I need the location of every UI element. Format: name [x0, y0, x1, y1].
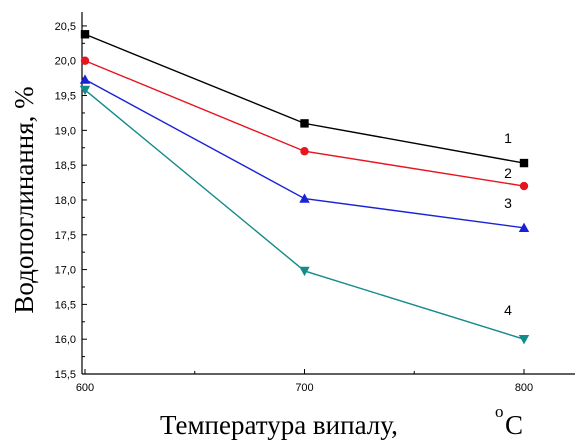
data-point-series-3 — [79, 74, 91, 84]
y-tick-label: 16,0 — [55, 334, 76, 346]
series-labels: 1 2 3 4 — [504, 130, 512, 318]
data-point-series-1 — [80, 30, 90, 39]
data-point-series-2 — [300, 147, 309, 156]
x-tick-label: 800 — [515, 382, 533, 394]
data-point-series-1 — [519, 158, 529, 168]
series-lines — [84, 33, 525, 340]
y-tick-label: 17,0 — [55, 265, 76, 277]
y-tick-label: 15,5 — [55, 369, 76, 381]
y-tick-label: 17,5 — [55, 230, 76, 242]
x-axis-title: Температура випалу, — [160, 410, 398, 440]
y-axis-title: Водопоглинання, % — [9, 86, 39, 313]
axes — [81, 12, 575, 375]
data-point-series-4 — [299, 266, 310, 277]
series-label-4: 4 — [504, 302, 512, 318]
series-label-2: 2 — [504, 165, 512, 181]
x-axis-title-text: Температура випалу, — [160, 410, 398, 440]
y-tick-label: 18,5 — [55, 160, 76, 172]
data-point-series-3 — [299, 193, 310, 203]
series-label-1: 1 — [504, 130, 512, 146]
data-point-series-4 — [518, 334, 530, 345]
data-point-series-2 — [80, 56, 90, 65]
x-tick-label: 600 — [76, 382, 94, 394]
ticks: 15,5 16,0 16,5 17,0 17,5 18,0 18,5 19,0 19,5 20,0… — [55, 21, 534, 394]
x-axis-unit: C — [505, 410, 523, 440]
data-point-series-2 — [519, 181, 529, 191]
data-point-series-4 — [79, 85, 91, 96]
y-tick-label: 16,5 — [55, 299, 76, 311]
x-axis-unit-superscript: o — [495, 402, 504, 421]
data-point-series-1 — [300, 119, 309, 128]
x-tick-label: 700 — [295, 382, 313, 394]
series-label-3: 3 — [504, 195, 512, 211]
series-markers — [79, 30, 530, 345]
y-tick-label: 18,0 — [55, 195, 76, 207]
data-point-series-3 — [518, 222, 530, 233]
y-tick-label: 19,5 — [55, 91, 76, 103]
y-tick-label: 19,0 — [55, 125, 76, 137]
y-tick-label: 20,0 — [55, 56, 76, 68]
y-tick-label: 20,5 — [55, 21, 76, 33]
